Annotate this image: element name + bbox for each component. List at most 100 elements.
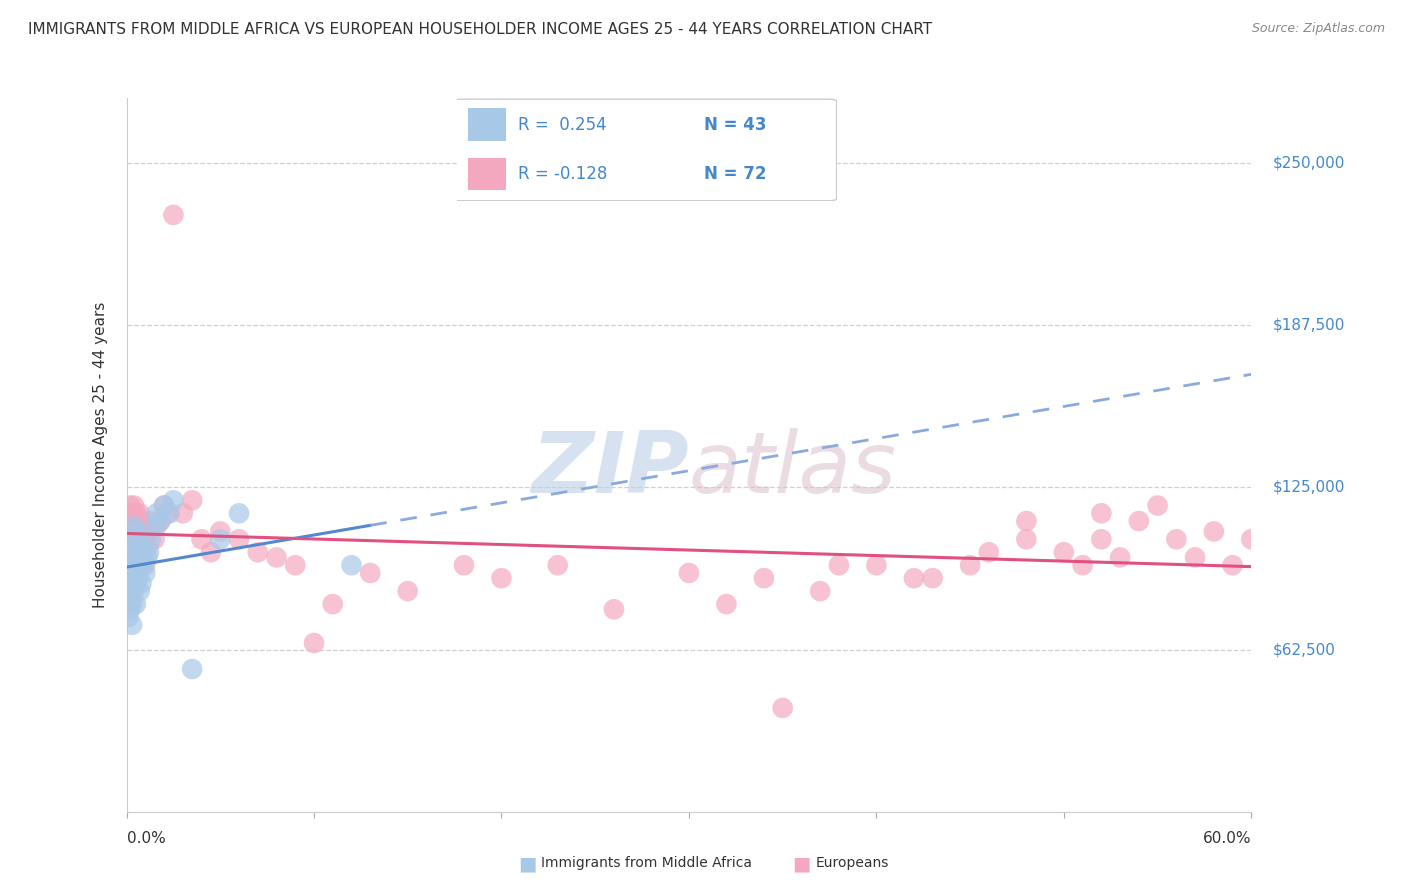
Point	[121, 618, 143, 632]
Point	[131, 533, 153, 547]
Point	[921, 571, 943, 585]
Point	[453, 558, 475, 573]
Point	[1146, 499, 1168, 513]
Point	[603, 602, 626, 616]
Point	[121, 533, 143, 547]
Point	[1109, 550, 1132, 565]
Point	[125, 524, 148, 539]
Point	[120, 576, 142, 591]
Point	[200, 545, 222, 559]
Point	[138, 524, 160, 539]
Text: N = 72: N = 72	[704, 165, 766, 183]
Point	[678, 566, 700, 580]
Point	[322, 597, 344, 611]
Point	[156, 506, 179, 520]
Point	[122, 566, 145, 580]
Text: ■: ■	[792, 854, 811, 873]
Point	[228, 506, 250, 520]
Point	[127, 533, 149, 547]
Point	[127, 514, 149, 528]
Point	[266, 550, 288, 565]
Bar	[468, 108, 506, 141]
Point	[190, 533, 212, 547]
Point	[246, 545, 269, 559]
Point	[903, 571, 925, 585]
Text: Source: ZipAtlas.com: Source: ZipAtlas.com	[1251, 22, 1385, 36]
Point	[121, 576, 143, 591]
Point	[131, 545, 153, 559]
Point	[1240, 533, 1263, 547]
Point	[122, 519, 145, 533]
Point	[149, 514, 172, 528]
Point	[396, 584, 419, 599]
Point	[1128, 514, 1150, 528]
Point	[132, 550, 155, 565]
Point	[125, 506, 148, 520]
Point	[117, 591, 139, 606]
Point	[302, 636, 325, 650]
Point	[1166, 533, 1188, 547]
Point	[959, 558, 981, 573]
Point	[209, 524, 232, 539]
Point	[132, 558, 155, 573]
Point	[149, 514, 172, 528]
Y-axis label: Householder Income Ages 25 - 44 years: Householder Income Ages 25 - 44 years	[93, 301, 108, 608]
Point	[181, 493, 204, 508]
Text: $125,000: $125,000	[1272, 480, 1344, 495]
Point	[128, 545, 150, 559]
Text: atlas: atlas	[689, 427, 897, 511]
Point	[828, 558, 851, 573]
Point	[145, 506, 167, 520]
Point	[125, 545, 148, 559]
Text: $250,000: $250,000	[1272, 155, 1344, 170]
Point	[153, 499, 176, 513]
Text: Immigrants from Middle Africa: Immigrants from Middle Africa	[541, 856, 752, 871]
Point	[121, 597, 143, 611]
Point	[153, 499, 176, 513]
Point	[131, 576, 153, 591]
Point	[1202, 524, 1225, 539]
Point	[125, 558, 148, 573]
Text: ■: ■	[517, 854, 537, 873]
Point	[125, 597, 148, 611]
Point	[139, 533, 162, 547]
Point	[125, 576, 148, 591]
Point	[122, 545, 145, 559]
Point	[117, 540, 139, 554]
Point	[121, 533, 143, 547]
Point	[228, 533, 250, 547]
Point	[128, 506, 150, 520]
Point	[340, 558, 363, 573]
Point	[716, 597, 738, 611]
Point	[172, 506, 194, 520]
Point	[120, 499, 142, 513]
Point	[117, 610, 139, 624]
Point	[136, 550, 159, 565]
Point	[159, 506, 181, 520]
Point	[138, 545, 160, 559]
Point	[359, 566, 381, 580]
Point	[162, 208, 184, 222]
Point	[128, 584, 150, 599]
Point	[139, 514, 162, 528]
Point	[143, 533, 166, 547]
Point	[125, 524, 148, 539]
Point	[1015, 514, 1038, 528]
Point	[117, 571, 139, 585]
Point	[134, 566, 156, 580]
Point	[121, 506, 143, 520]
Point	[143, 519, 166, 533]
FancyBboxPatch shape	[453, 99, 837, 201]
Point	[120, 550, 142, 565]
Point	[127, 571, 149, 585]
Point	[162, 493, 184, 508]
Point	[122, 524, 145, 539]
Text: ZIP: ZIP	[531, 427, 689, 511]
Point	[1184, 550, 1206, 565]
Point	[127, 533, 149, 547]
Point	[145, 519, 167, 533]
Point	[121, 558, 143, 573]
Point	[491, 571, 513, 585]
Point	[125, 545, 148, 559]
Point	[808, 584, 831, 599]
